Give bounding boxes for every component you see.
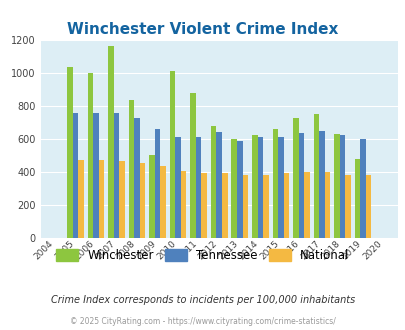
Bar [277,137,283,238]
Bar [262,175,268,238]
Bar [108,46,113,238]
Bar [359,139,365,238]
Bar [283,173,288,238]
Bar [119,161,125,238]
Bar [190,93,196,238]
Bar [211,126,216,238]
Text: Crime Index corresponds to incidents per 100,000 inhabitants: Crime Index corresponds to incidents per… [51,295,354,305]
Bar [78,160,83,238]
Bar [160,166,166,238]
Bar [98,160,104,238]
Bar [169,71,175,238]
Bar [237,141,242,238]
Bar [181,171,186,238]
Bar [87,73,93,238]
Bar [324,172,329,238]
Bar [128,100,134,238]
Text: Winchester Violent Crime Index: Winchester Violent Crime Index [67,22,338,37]
Bar [303,172,309,238]
Bar [149,155,154,238]
Bar [72,113,78,238]
Bar [196,137,201,238]
Bar [292,118,298,238]
Bar [113,113,119,238]
Bar [339,135,344,238]
Bar [318,131,324,238]
Bar [257,137,262,238]
Bar [201,173,207,238]
Bar [272,129,277,238]
Bar [354,159,359,238]
Bar [298,133,303,238]
Bar [231,139,237,238]
Bar [140,163,145,238]
Bar [222,173,227,238]
Bar [67,67,72,238]
Bar [252,135,257,238]
Bar [365,175,371,238]
Bar [216,132,222,238]
Bar [175,137,181,238]
Bar [134,118,140,238]
Bar [242,176,247,238]
Bar [333,134,339,238]
Text: © 2025 CityRating.com - https://www.cityrating.com/crime-statistics/: © 2025 CityRating.com - https://www.city… [70,317,335,326]
Bar [93,113,98,238]
Bar [154,129,160,238]
Bar [344,175,350,238]
Bar [313,114,318,238]
Legend: Winchester, Tennessee, National: Winchester, Tennessee, National [51,244,354,266]
